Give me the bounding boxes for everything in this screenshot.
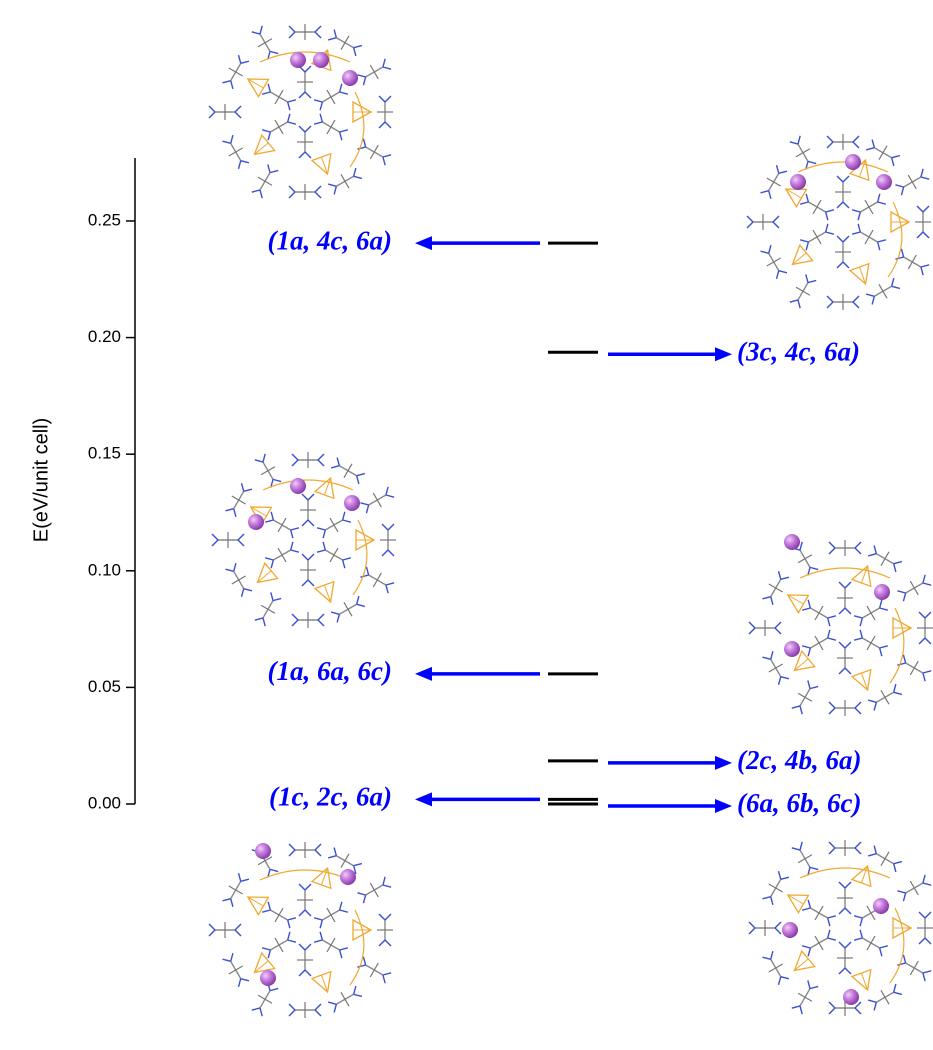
arrow-head xyxy=(715,347,732,361)
structure-image xyxy=(209,842,393,1018)
level-label: (2c, 4b, 6a) xyxy=(737,745,861,775)
y-axis-title: E(eV/unit cell) xyxy=(30,418,52,543)
y-tick-label: 0.10 xyxy=(88,560,121,579)
y-tick-label: 0.15 xyxy=(88,444,121,463)
level-label: (3c, 4c, 6a) xyxy=(737,336,860,366)
arrow-head xyxy=(415,667,432,681)
level-label: (1a, 4c, 6a) xyxy=(268,225,392,255)
y-tick-label: 0.05 xyxy=(88,677,121,696)
arrow-head xyxy=(715,799,732,813)
level-label: (1a, 6a, 6c) xyxy=(268,656,392,686)
arrow-head xyxy=(415,792,432,806)
structure-image xyxy=(749,840,933,1016)
chart: E(eV/unit cell) 0.00 0.05 0.10 0.15 0.20 0.25… xyxy=(0,0,933,1050)
arrow-head xyxy=(415,236,432,250)
y-tick-label: 0.00 xyxy=(88,793,121,812)
structure-image xyxy=(209,24,393,200)
y-tick-label: 0.20 xyxy=(88,327,121,346)
structure-image xyxy=(747,134,931,310)
arrow-head xyxy=(715,756,732,770)
structure-image xyxy=(212,452,396,628)
y-tick-label: 0.25 xyxy=(88,210,121,229)
structure-image xyxy=(749,534,933,716)
level-label: (6a, 6b, 6c) xyxy=(737,788,861,818)
level-label: (1c, 2c, 6a) xyxy=(269,782,392,812)
